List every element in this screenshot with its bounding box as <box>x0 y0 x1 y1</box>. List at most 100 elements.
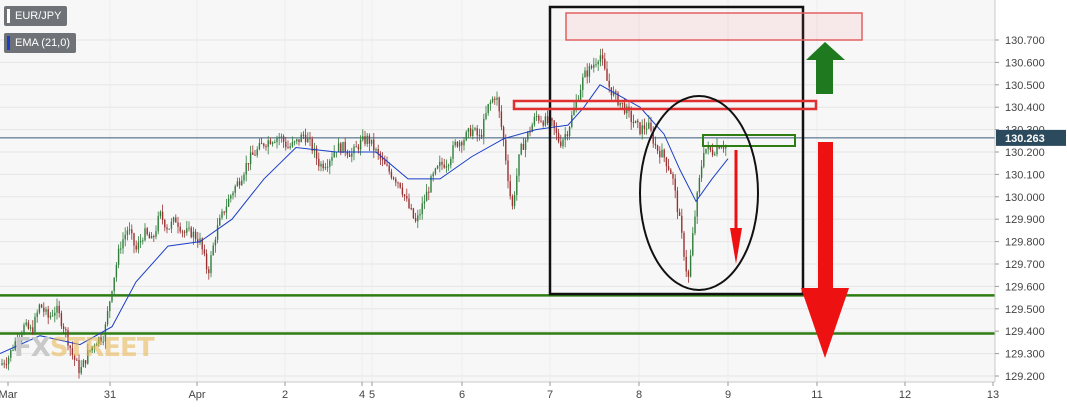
candle-body <box>16 341 19 343</box>
x-tick-label: 31 <box>104 389 116 401</box>
candle-body <box>606 68 608 81</box>
candle-body <box>76 359 78 361</box>
ema-label: EMA (21,0) <box>15 37 71 49</box>
candle-body <box>243 174 245 181</box>
candle-body <box>320 163 322 167</box>
candle-body <box>670 169 672 175</box>
candle-body <box>575 100 577 108</box>
candle-body <box>43 307 45 312</box>
support-zone <box>702 134 796 147</box>
candle-body <box>197 239 199 243</box>
candle-body <box>166 227 168 230</box>
candle-body <box>282 136 285 142</box>
candle-body <box>494 98 496 100</box>
candle-body <box>60 313 63 327</box>
y-tick-label: 130.000 <box>1005 192 1045 204</box>
candle-body <box>637 120 639 123</box>
candle-body <box>47 309 49 318</box>
candle-body <box>142 240 144 242</box>
x-tick-label: 5 <box>369 389 375 401</box>
candle-body <box>678 212 681 216</box>
candle-body <box>230 195 232 199</box>
candle-body <box>267 140 269 147</box>
candle-body <box>689 255 692 277</box>
candle-body <box>205 253 208 270</box>
annotations <box>512 5 863 358</box>
candle-body <box>511 196 514 206</box>
candle-body <box>604 58 606 69</box>
candle-body <box>265 146 267 148</box>
symbol-label: EUR/JPY <box>15 10 62 22</box>
candle-body <box>234 186 236 193</box>
candle-body <box>579 89 582 100</box>
candle-body <box>346 151 349 155</box>
candle-body <box>157 216 159 232</box>
candle-body <box>531 124 533 132</box>
price-tag-label: 130.263 <box>1005 133 1045 145</box>
candle-body <box>390 171 393 178</box>
candle-body <box>351 153 353 157</box>
x-tick-label: 9 <box>725 389 731 401</box>
candle-body <box>434 168 437 174</box>
candle-body <box>315 148 318 159</box>
candle-body <box>252 152 254 155</box>
candle-body <box>62 326 65 330</box>
candle-body <box>634 120 637 124</box>
y-tick-label: 130.400 <box>1005 102 1045 114</box>
candle-body <box>139 240 142 243</box>
candle-body <box>401 187 404 195</box>
candle-body <box>340 143 342 153</box>
candle-body <box>192 231 195 238</box>
candle-body <box>342 141 344 153</box>
y-tick-label: 130.600 <box>1005 57 1045 69</box>
candle-body <box>419 214 421 216</box>
symbol-legend[interactable]: EUR/JPY <box>4 6 68 26</box>
candle-body <box>663 149 665 158</box>
candle-body <box>555 128 558 133</box>
candle-body <box>599 55 602 62</box>
candle-body <box>643 125 646 129</box>
candle-body <box>564 134 566 140</box>
x-tick-label: 2 <box>282 389 288 401</box>
candle-body <box>300 134 302 143</box>
candle-body <box>700 166 703 179</box>
candle-body <box>659 150 661 158</box>
candle-body <box>36 312 38 317</box>
candle-body <box>25 322 27 325</box>
candle-body <box>428 191 430 193</box>
ema-legend[interactable]: EMA (21,0) <box>4 33 77 53</box>
candle-body <box>608 80 610 88</box>
candle-body <box>89 350 91 352</box>
y-tick-label: 130.700 <box>1005 35 1045 47</box>
candle-body <box>271 142 274 145</box>
candle-body <box>498 97 500 112</box>
candle-body <box>584 70 586 78</box>
candle-body <box>694 216 696 234</box>
candle-body <box>311 138 313 152</box>
x-tick-label: Apr <box>188 389 205 401</box>
candle-body <box>73 354 76 360</box>
candle-body <box>34 316 36 334</box>
candle-body <box>621 102 624 104</box>
candle-body <box>49 315 52 318</box>
candle-body <box>384 160 386 165</box>
candle-body <box>652 130 654 144</box>
candle-body <box>505 139 507 161</box>
candle-body <box>133 233 135 246</box>
candle-body <box>296 139 298 142</box>
candle-body <box>144 228 146 241</box>
candle-body <box>478 134 481 136</box>
candle-body <box>377 149 379 154</box>
candle-body <box>588 66 591 77</box>
candle-body <box>254 154 256 156</box>
candle-body <box>221 211 223 218</box>
candle-body <box>258 143 261 150</box>
candle-body <box>417 215 419 222</box>
candle-body <box>516 175 518 195</box>
candle-body <box>711 150 714 155</box>
y-tick-label: 129.300 <box>1005 349 1045 361</box>
candle-body <box>93 345 96 347</box>
chart-grid <box>0 0 995 382</box>
candle-body <box>199 238 201 243</box>
